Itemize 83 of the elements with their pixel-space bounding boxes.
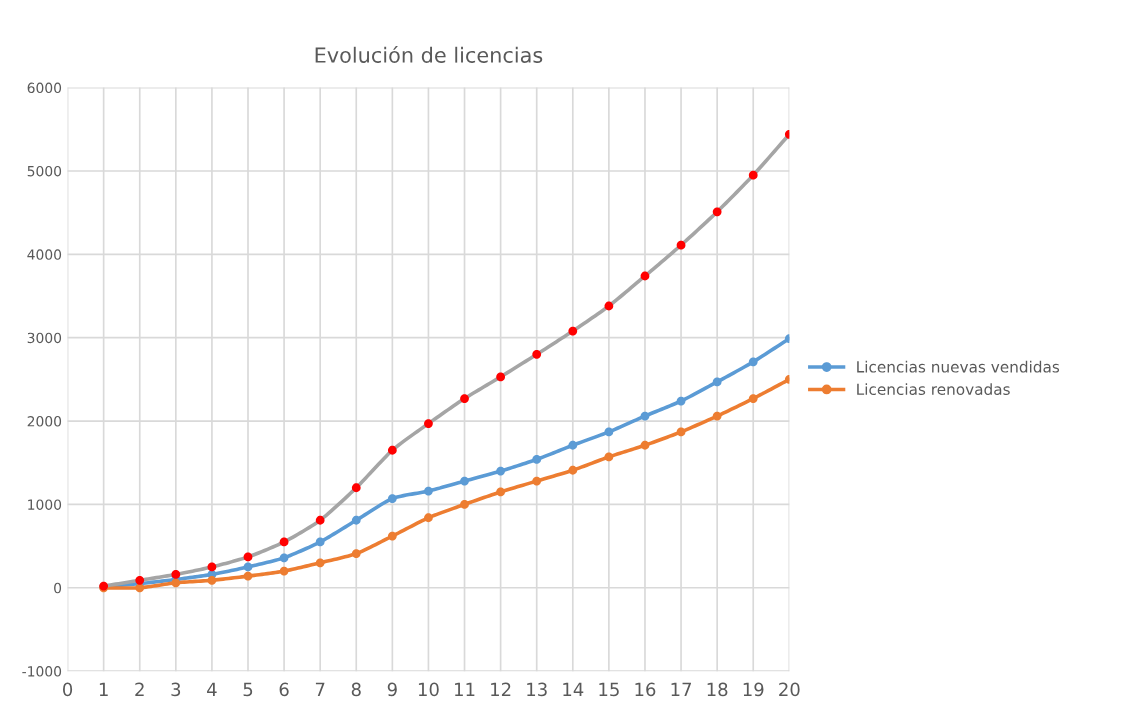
point [387, 531, 397, 541]
legend-label: Licencias nuevas vendidas [857, 360, 1060, 373]
y-tick-label: 4000 [27, 249, 62, 260]
point [604, 427, 614, 437]
point [568, 465, 578, 475]
x-tick-label: 9 [387, 682, 397, 697]
point [640, 411, 650, 421]
point [568, 440, 578, 450]
point [748, 394, 758, 403]
point [424, 513, 433, 523]
point [604, 452, 614, 462]
x-tick-label: 7 [315, 682, 325, 696]
point [532, 476, 542, 486]
point [279, 537, 289, 547]
point [496, 466, 506, 476]
point [712, 377, 722, 387]
y-tick-label: 1000 [28, 499, 62, 510]
x-tick-label: 1 [99, 682, 108, 696]
point [640, 440, 650, 450]
point [748, 170, 758, 180]
y-tick-label: 6000 [27, 82, 62, 94]
point [351, 483, 361, 493]
x-tick-label: 16 [635, 682, 656, 697]
x-tick-label: 4 [207, 682, 217, 696]
point [243, 571, 253, 581]
point [171, 578, 181, 588]
point [207, 575, 217, 585]
point [532, 455, 542, 464]
x-tick-label: 19 [743, 682, 764, 697]
point [387, 494, 397, 503]
y-tick-label: 5000 [27, 165, 62, 177]
point [135, 575, 145, 585]
point [496, 487, 506, 497]
point [748, 357, 758, 367]
point [315, 515, 325, 525]
x-tick-label: 20 [779, 682, 800, 697]
x-tick-label: 14 [563, 682, 584, 696]
point [712, 411, 722, 421]
point [279, 553, 289, 563]
point [135, 583, 145, 593]
x-tick-label: 5 [243, 682, 253, 697]
point [640, 271, 650, 281]
x-tick-label: 12 [491, 682, 511, 696]
point [387, 445, 397, 455]
y-tick-label: 0 [54, 582, 62, 594]
x-tick-label: 2 [135, 682, 144, 696]
point [315, 558, 325, 568]
point [279, 566, 289, 576]
point [604, 301, 614, 311]
point [351, 515, 361, 525]
point [676, 427, 686, 437]
point [243, 562, 253, 572]
point [243, 552, 253, 562]
point [676, 240, 686, 250]
point [207, 562, 217, 572]
y-tick-label: -1000 [22, 666, 62, 677]
chart-title: Evolución de licencias [315, 45, 543, 63]
x-tick-label: 15 [599, 682, 619, 697]
x-tick-label: 18 [707, 682, 728, 697]
x-tick-label: 13 [527, 682, 547, 697]
x-tick-label: 3 [171, 682, 181, 697]
point [532, 349, 542, 359]
x-tick-label: 17 [671, 682, 692, 696]
point [712, 207, 722, 217]
point [460, 476, 469, 486]
point [424, 486, 433, 496]
point [496, 372, 506, 382]
x-tick-label: 8 [351, 682, 361, 697]
point [568, 326, 578, 336]
x-tick-label: 6 [279, 682, 289, 697]
point [315, 537, 325, 547]
point [424, 419, 433, 428]
point [460, 394, 469, 403]
x-tick-label: 0 [63, 682, 73, 697]
point [460, 500, 469, 509]
y-tick-label: 3000 [27, 332, 62, 344]
x-tick-label: 10 [418, 682, 439, 697]
point [351, 549, 361, 558]
y-tick-label: 2000 [27, 416, 62, 427]
x-tick-label: 11 [455, 682, 475, 696]
point [171, 570, 181, 579]
legend-label: Licencias renovadas [857, 383, 1010, 396]
point [676, 396, 686, 406]
